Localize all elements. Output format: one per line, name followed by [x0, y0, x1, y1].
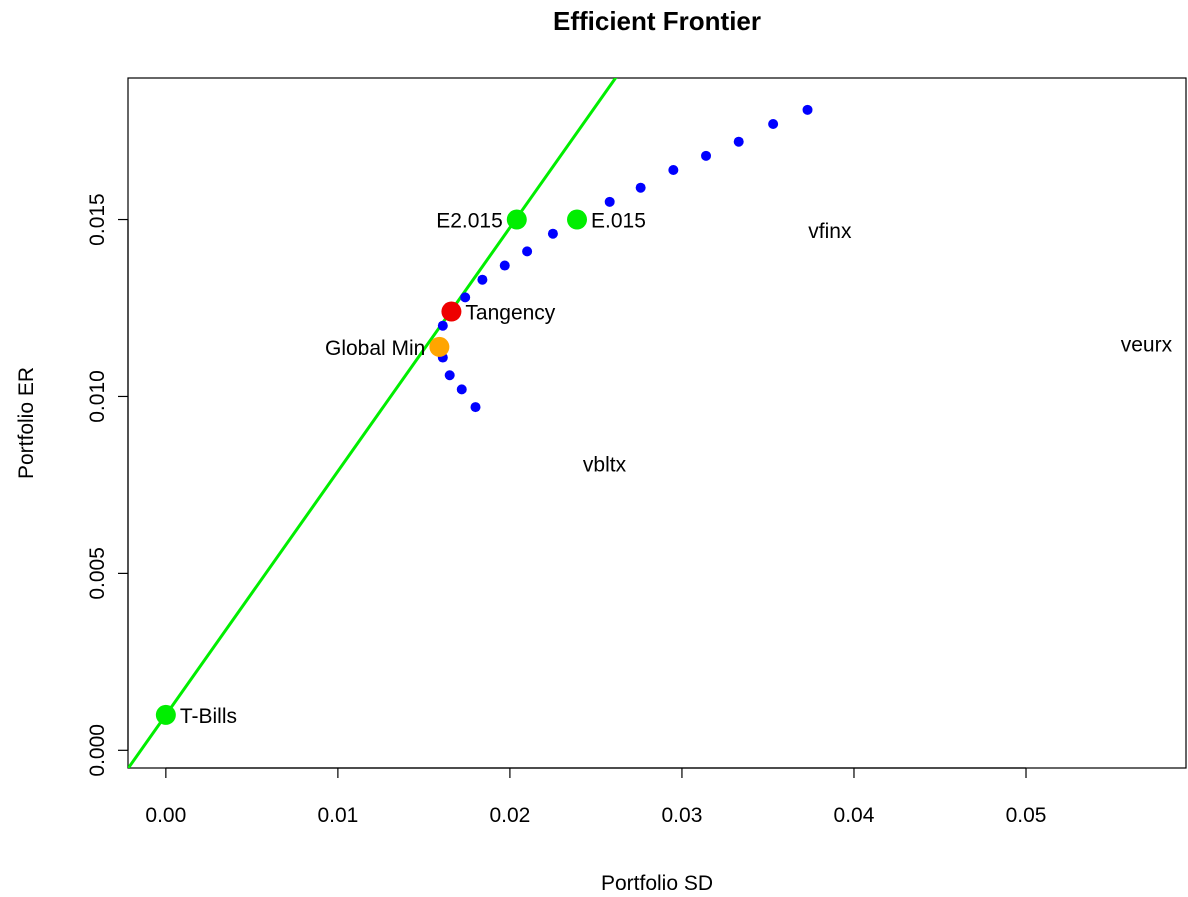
- frontier-point: [635, 182, 646, 193]
- point-label: Global Min: [325, 337, 425, 360]
- x-axis-label: Portfolio SD: [601, 872, 713, 895]
- frontier-point: [604, 196, 615, 207]
- frontier-point: [444, 370, 455, 381]
- asset-label: vbltx: [583, 454, 627, 477]
- y-tick-label: 0.010: [86, 370, 109, 423]
- frontier-point: [547, 228, 558, 239]
- special-point: [155, 704, 176, 725]
- x-tick-label: 0.00: [145, 804, 186, 827]
- point-label: E2.015: [436, 210, 503, 233]
- tangent-line: [128, 78, 618, 768]
- point-label: Tangency: [465, 302, 555, 325]
- asset-label: veurx: [1121, 333, 1173, 356]
- frontier-point: [499, 260, 510, 271]
- frontier-point: [701, 150, 712, 161]
- x-tick-label: 0.01: [317, 804, 358, 827]
- plot-frame: [127, 77, 1187, 769]
- y-tick-label: 0.005: [86, 547, 109, 600]
- x-tick-label: 0.05: [1006, 804, 1047, 827]
- x-tick-label: 0.03: [662, 804, 703, 827]
- point-label: T-Bills: [180, 705, 237, 728]
- frontier-point: [668, 165, 679, 175]
- special-point: [429, 336, 450, 357]
- x-axis: 0.00 0.01 0.02 0.03 0.04 0.05: [145, 767, 1047, 827]
- y-tick-label: 0.015: [86, 193, 109, 246]
- frontier-point: [522, 246, 533, 257]
- x-tick-label: 0.02: [489, 804, 530, 827]
- y-axis: 0.000 0.005 0.010 0.015: [86, 193, 129, 777]
- point-label: E.015: [591, 210, 646, 233]
- asset-label: vfinx: [808, 220, 852, 243]
- special-point: [441, 301, 462, 322]
- frontier-point: [768, 119, 779, 129]
- y-tick-label: 0.000: [86, 724, 109, 777]
- frontier-point: [470, 402, 481, 413]
- y-axis-label: Portfolio ER: [15, 367, 38, 479]
- frontier-point: [460, 292, 471, 303]
- special-point: [567, 209, 588, 230]
- frontier-point: [477, 274, 488, 285]
- frontier-point: [802, 104, 813, 115]
- frontier-point: [437, 320, 448, 331]
- frontier-point: [456, 384, 467, 395]
- chart-title: Efficient Frontier: [553, 6, 761, 36]
- special-point: [506, 209, 527, 230]
- x-tick-label: 0.04: [834, 804, 875, 827]
- plot-area: T-Bills Tangency Global Min E2.015 E.015 vfin…: [128, 78, 1173, 768]
- frontier-point: [733, 136, 744, 147]
